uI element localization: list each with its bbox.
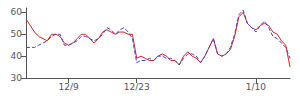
svg-text:12/23: 12/23 xyxy=(124,82,150,92)
svg-text:1/10: 1/10 xyxy=(246,82,266,92)
svg-text:30: 30 xyxy=(11,73,23,83)
svg-text:60: 60 xyxy=(11,7,23,17)
svg-text:40: 40 xyxy=(11,51,23,61)
svg-text:12/9: 12/9 xyxy=(58,82,78,92)
svg-text:50: 50 xyxy=(11,29,23,39)
